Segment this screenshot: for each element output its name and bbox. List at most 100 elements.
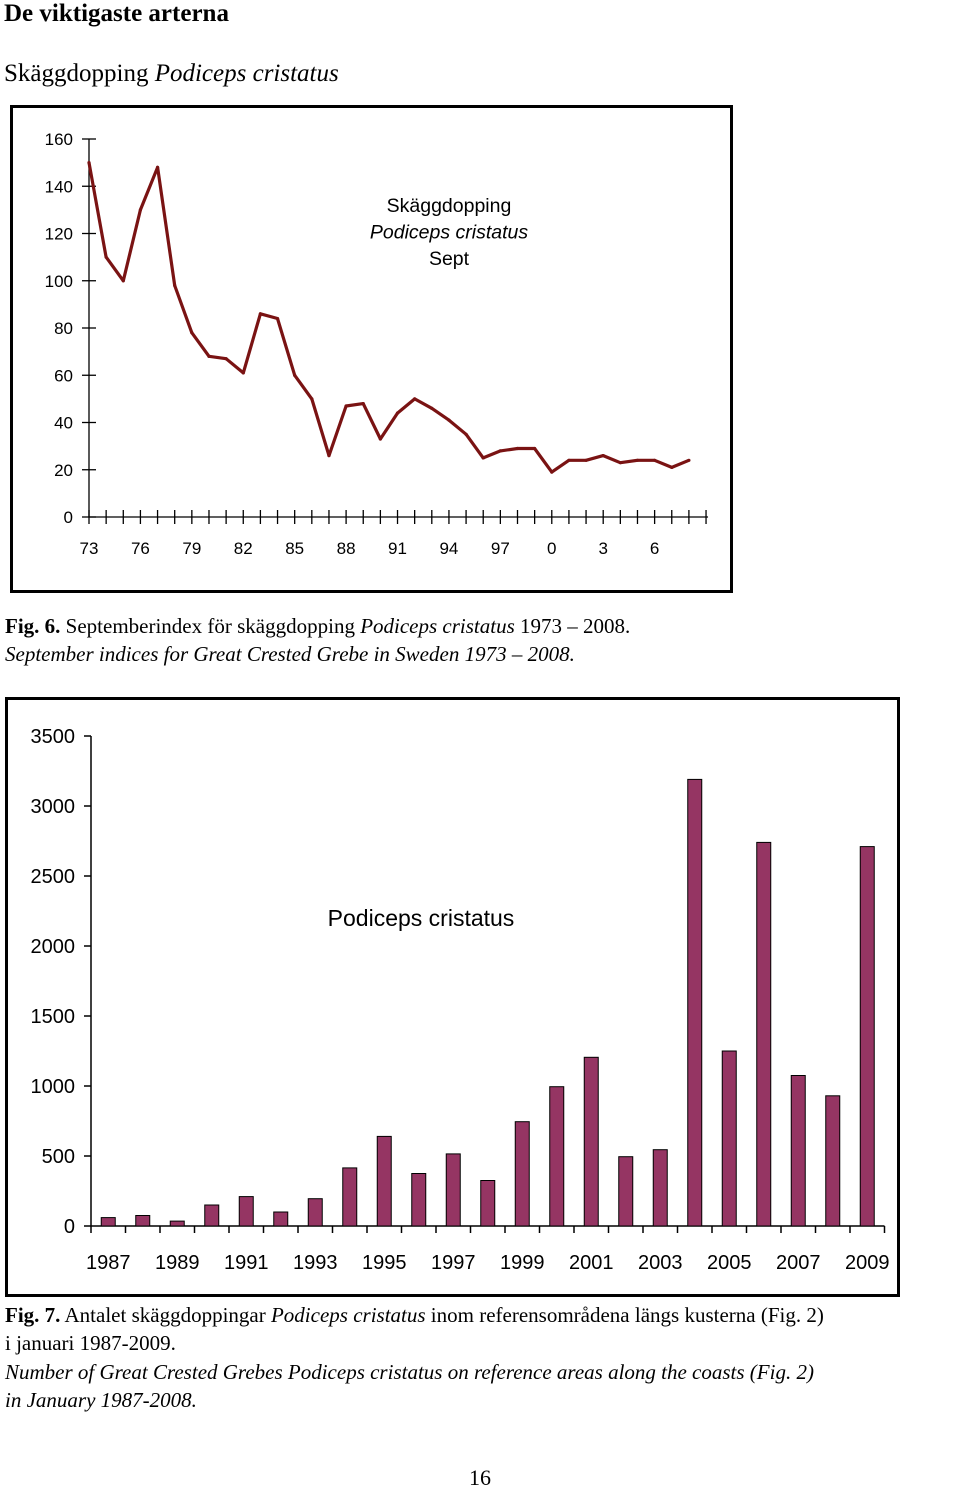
fig7-text-post: inom referensområdena längs kusterna (Fi… [425,1303,824,1327]
x-tick-label: 3 [598,539,607,558]
species-heading: Skäggdopping Podiceps cristatus [4,60,339,88]
y-tick-label: 80 [54,319,73,338]
x-tick-label: 82 [234,539,253,558]
data-point [310,397,314,401]
fig7-caption-en-line2: in January 1987-2008. [5,1388,197,1412]
data-point [584,458,588,462]
data-point [670,465,674,469]
bar [583,1056,599,1227]
data-point [173,283,177,288]
data-point [635,458,640,462]
x-tick-label: 1995 [362,1252,407,1274]
bar [445,1153,461,1227]
line-chart-frame: 0 20 40 60 80 100 120 140 160 73 76 79 82 85 88 91 94 97 0… [10,105,733,593]
data-point [413,397,417,401]
data-point [533,446,537,451]
bar [273,1211,289,1227]
bar [204,1204,220,1227]
y-tick-label: 500 [42,1146,75,1168]
x-tick-label: 1999 [500,1252,545,1274]
y-tick-label: 2000 [31,936,76,958]
x-tick-label: 91 [388,539,407,558]
species-common-name: Skäggdopping [4,60,149,87]
y-tick-label: 3500 [31,726,76,748]
bar [169,1220,185,1227]
data-point [190,331,194,335]
bar [480,1180,496,1227]
data-point [155,165,160,169]
bar [687,778,703,1227]
fig6-caption-sv: Fig. 6. Septemberindex för skäggdopping … [5,612,630,640]
fig6-text-pre: Septemberindex för skäggdopping [60,614,361,638]
line-chart: 0 20 40 60 80 100 120 140 160 73 76 79 82 85 88 91 94 97 0… [45,130,709,558]
data-point [395,411,400,415]
data-point [104,255,108,259]
x-tick-label: 94 [439,539,458,558]
y-tick-label: 20 [54,461,73,480]
x-tick-label: 1993 [293,1252,338,1274]
x-tick-label: 1997 [431,1252,476,1274]
x-tick-label: 73 [80,539,99,558]
y-tick-label: 1500 [31,1006,76,1028]
data-point [361,402,365,406]
bar [790,1075,806,1227]
chart-title-line: Podiceps cristatus [370,222,528,244]
x-tick-label: 1989 [155,1252,200,1274]
bar [549,1086,565,1227]
bar [756,841,772,1227]
y-tick-label: 60 [54,366,73,385]
y-tick-label: 0 [64,1216,75,1238]
x-tick-label: 6 [650,539,659,558]
bar [825,1095,841,1227]
x-tick-label: 79 [182,539,201,558]
data-point [327,453,331,458]
x-tick-label: 2003 [638,1252,683,1274]
chart-title-line: Skäggdopping [387,195,512,217]
y-tick-label: 160 [45,130,73,149]
data-point [258,312,262,316]
bar [618,1156,634,1227]
data-point [618,461,622,465]
data-point [601,453,605,458]
fig6-caption-en: September indices for Great Crested Greb… [5,642,575,666]
bar [100,1217,116,1227]
data-point [344,404,348,408]
bar [342,1167,358,1227]
y-tick-label: 120 [45,225,73,244]
bar [411,1173,427,1227]
chart-title: Podiceps cristatus [328,905,515,931]
page-number: 16 [469,1465,491,1490]
data-point [653,458,657,462]
data-point [378,437,382,441]
x-tick-label: 0 [547,539,556,558]
x-tick-label: 2009 [845,1252,890,1274]
data-point [138,208,143,212]
data-point [687,458,691,462]
x-tick-label: 1987 [86,1252,131,1274]
chart-title-line: Sept [429,248,470,270]
fig6-text-post: 1973 – 2008. [514,614,631,638]
y-tick-label: 1000 [31,1076,76,1098]
y-tick-label: 3000 [31,796,76,818]
section-title: De viktigaste arterna [4,0,229,27]
data-point [567,458,571,462]
data-point [447,418,451,422]
bar [238,1196,254,1227]
bar [721,1050,737,1227]
bar [514,1121,530,1227]
data-line [87,162,690,474]
fig7-caption-sv: Fig. 7. Antalet skäggdoppingar Podiceps … [5,1301,824,1329]
x-tick-label: 2001 [569,1252,614,1274]
data-point [275,316,280,321]
bar [652,1149,668,1227]
fig7-caption-sv-line2: i januari 1987-2009. [5,1331,176,1355]
bar-chart: 0 500 1000 1500 2000 2500 3000 3500 1987 1989 1991… [31,726,890,1274]
data-point [207,354,211,358]
fig7-latin: Podiceps cristatus [270,1303,426,1327]
x-tick-label: 2007 [776,1252,821,1274]
data-point [464,432,468,436]
data-point [550,470,554,474]
data-point [121,279,125,283]
bar [135,1215,151,1227]
data-point [481,456,485,460]
